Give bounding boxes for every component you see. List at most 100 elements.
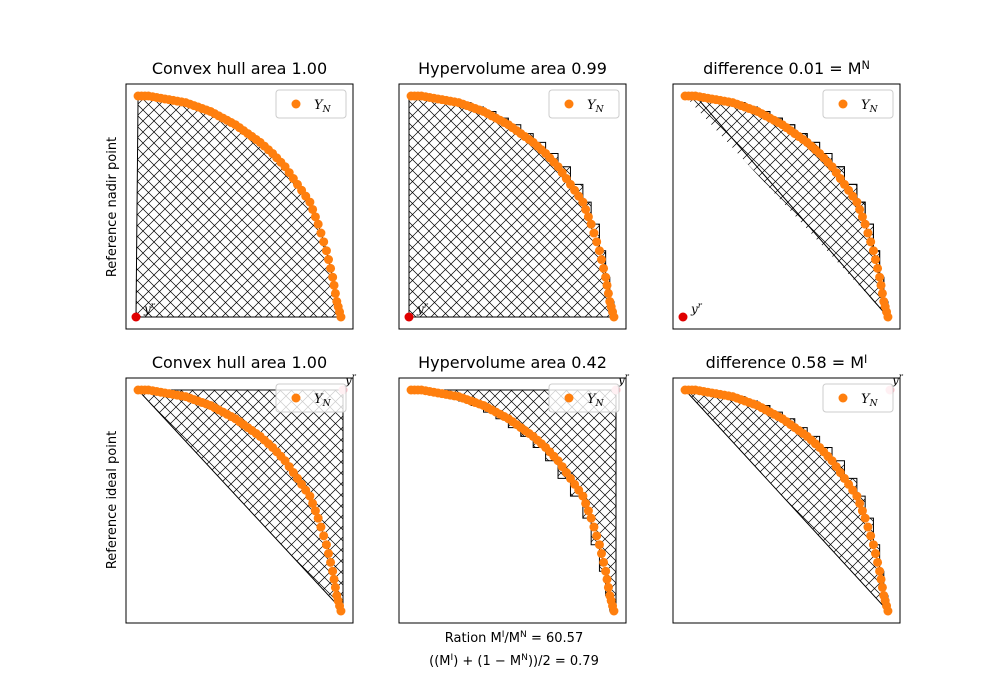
data-point <box>597 255 607 265</box>
legend-marker <box>564 99 574 109</box>
data-point <box>875 272 885 282</box>
data-point <box>313 219 323 229</box>
data-point <box>609 312 619 322</box>
panel-title: Hypervolume area 0.42 <box>418 353 607 372</box>
legend: YN <box>822 383 894 413</box>
data-point <box>609 606 619 616</box>
legend: YN <box>275 89 347 119</box>
data-point <box>336 312 346 322</box>
data-point <box>578 491 588 501</box>
axes-frame <box>125 377 354 624</box>
data-point <box>589 522 599 532</box>
data-point <box>599 263 609 273</box>
reference-label: yr <box>416 300 429 316</box>
reference-point <box>131 312 141 322</box>
panel-title: difference 0.58 = MI <box>706 353 868 372</box>
data-point <box>305 491 315 501</box>
reference-point <box>404 312 414 322</box>
data-point <box>321 246 331 256</box>
data-point <box>336 606 346 616</box>
panel-title: Convex hull area 1.00 <box>152 353 327 372</box>
legend-marker <box>564 393 574 403</box>
data-point <box>581 204 591 214</box>
data-point <box>324 255 334 265</box>
legend-marker <box>291 393 301 403</box>
data-point <box>328 272 338 282</box>
legend-marker <box>838 393 848 403</box>
data-point <box>855 204 865 214</box>
panel-2: Hypervolume area 0.99 yr YN <box>398 59 627 330</box>
data-point <box>868 246 878 256</box>
legend: YN <box>275 383 347 413</box>
legend-marker <box>291 99 301 109</box>
data-point <box>857 506 867 516</box>
panel-title: Convex hull area 1.00 <box>152 59 327 78</box>
data-point <box>319 237 329 247</box>
series-YN <box>133 385 346 616</box>
data-point <box>310 506 320 516</box>
series-YN <box>133 91 346 322</box>
data-point <box>586 513 596 523</box>
data-point <box>877 288 887 298</box>
legend-label: YN <box>861 392 879 409</box>
data-point <box>866 531 876 541</box>
reference-label: yr <box>891 371 904 387</box>
panel-1: Convex hull area 1.00 yr YN <box>125 59 354 330</box>
data-point <box>578 197 588 207</box>
data-point <box>601 566 611 576</box>
footer-ratio: Ration MI/MN = 60.57 <box>445 630 583 646</box>
panel-4: Convex hull area 1.00 yr YN <box>125 353 357 624</box>
legend: YN <box>822 89 894 119</box>
data-point <box>876 280 886 290</box>
data-point <box>594 540 604 550</box>
series-YN <box>680 385 893 616</box>
data-point <box>329 574 339 584</box>
data-point <box>877 582 887 592</box>
data-point <box>329 280 339 290</box>
legend-marker <box>838 99 848 109</box>
data-point <box>592 237 602 247</box>
data-point <box>308 204 318 214</box>
panel-title: Hypervolume area 0.99 <box>418 59 607 78</box>
reference-label: yr <box>143 300 156 316</box>
data-point <box>330 288 340 298</box>
data-point <box>883 606 893 616</box>
axes-frame <box>125 83 354 330</box>
legend-label: YN <box>314 98 332 115</box>
reference-label: yr <box>344 371 357 387</box>
data-point <box>594 246 604 256</box>
hull-region <box>136 389 344 613</box>
data-point <box>857 212 867 222</box>
panel-6: difference 0.58 = MI yr YN <box>672 353 904 624</box>
data-point <box>871 255 881 265</box>
data-point <box>316 228 326 238</box>
legend-label: YN <box>314 392 332 409</box>
axes-frame <box>672 377 901 624</box>
legend-box <box>822 383 894 413</box>
data-point <box>316 522 326 532</box>
series-YN <box>680 91 893 322</box>
data-point <box>602 574 612 584</box>
data-point <box>852 491 862 501</box>
data-point <box>852 197 862 207</box>
legend-box <box>275 89 347 119</box>
legend-box <box>275 383 347 413</box>
data-point <box>601 272 611 282</box>
data-point <box>592 531 602 541</box>
data-point <box>305 197 315 207</box>
legend: YN <box>548 383 620 413</box>
data-point <box>868 540 878 550</box>
legend-label: YN <box>587 392 605 409</box>
data-point <box>873 263 883 273</box>
panel-5: Hypervolume area 0.42 yr YN <box>398 353 630 624</box>
data-point <box>581 498 591 508</box>
axes-frame <box>672 83 901 330</box>
data-point <box>321 540 331 550</box>
data-point <box>876 574 886 584</box>
data-point <box>860 513 870 523</box>
legend-label: YN <box>861 98 879 115</box>
reference-label: yr <box>690 300 703 316</box>
legend: YN <box>548 89 620 119</box>
data-point <box>599 557 609 567</box>
data-point <box>313 513 323 523</box>
